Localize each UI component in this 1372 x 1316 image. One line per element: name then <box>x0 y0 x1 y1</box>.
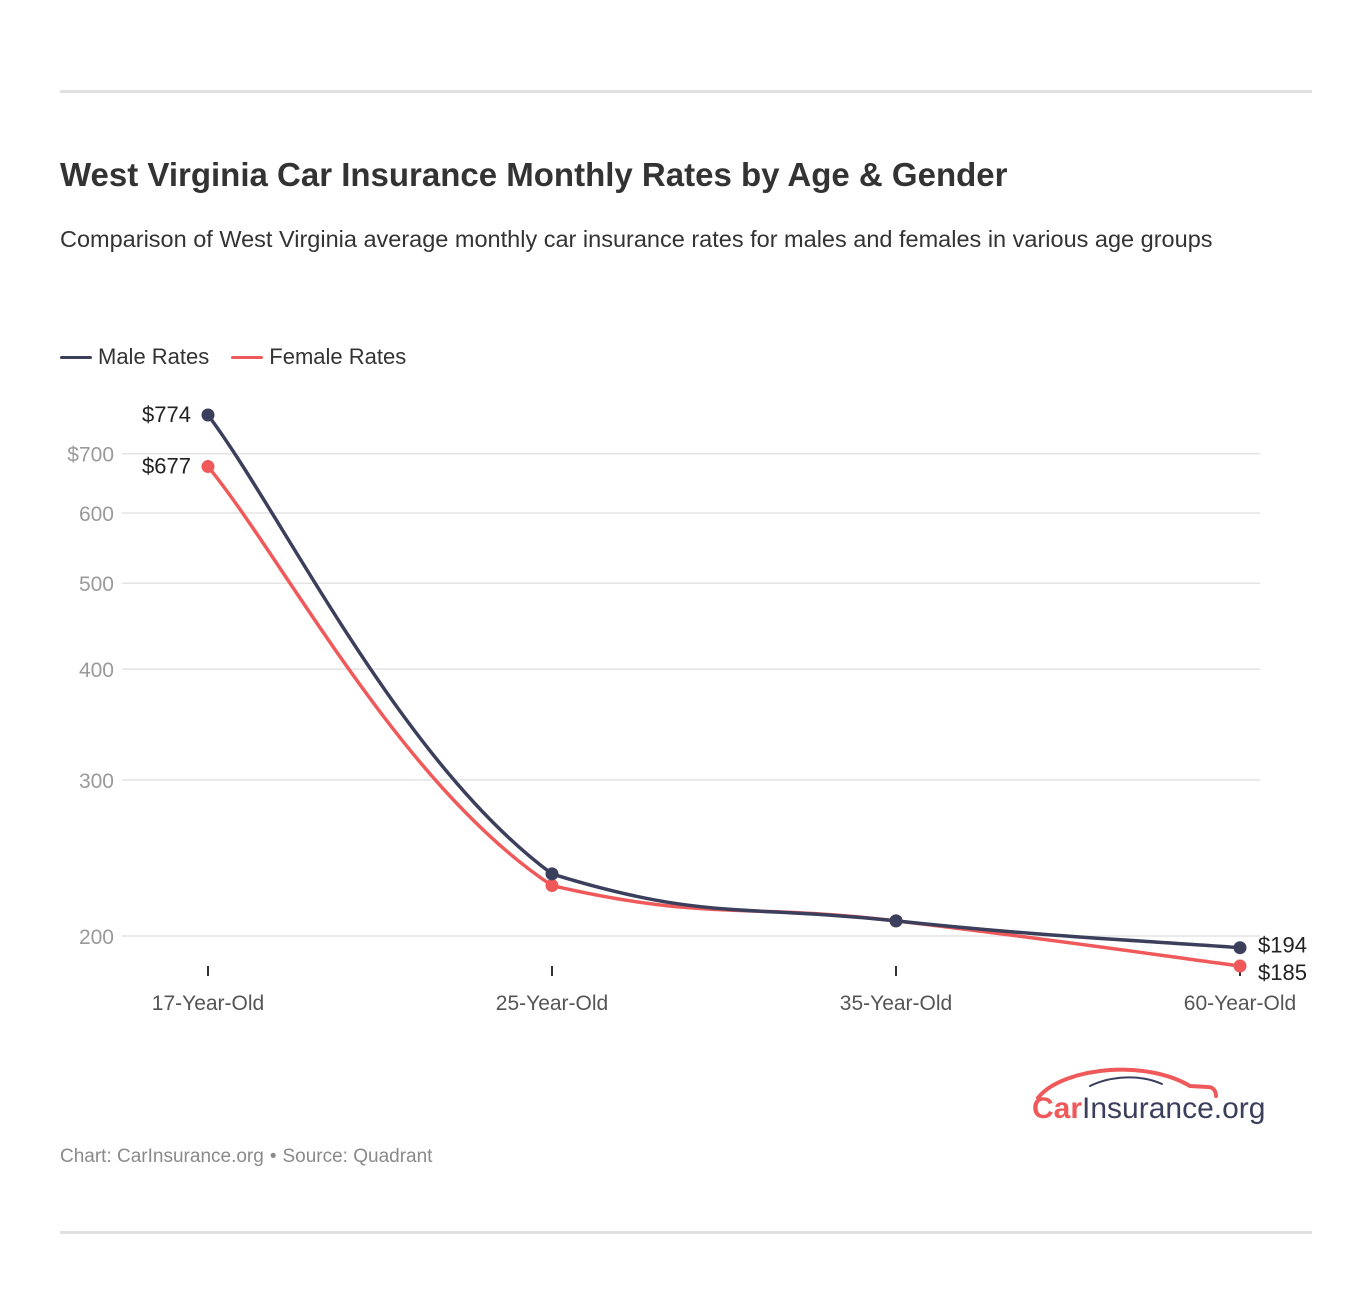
carinsurance-logo: CarInsurance.org <box>1032 1067 1265 1125</box>
data-point-female-1 <box>545 879 559 893</box>
footer-separator: • <box>269 1146 277 1167</box>
legend-item-female[interactable]: Female Rates <box>231 344 406 370</box>
data-point-female-0 <box>201 460 215 474</box>
line-chart: 200 300 400 500 600 $700 17-Year-Old 25-Year-Ol… <box>67 402 1307 1015</box>
x-tick-label-3: 60-Year-Old <box>1184 992 1296 1015</box>
y-tick-label-400: 400 <box>79 659 114 682</box>
legend: Male Rates Female Rates <box>60 344 428 370</box>
series-line-female <box>206 464 1242 968</box>
data-label-female-3: $185 <box>1258 960 1307 985</box>
x-tick-label-0: 17-Year-Old <box>152 992 264 1015</box>
data-point-female-3 <box>1233 959 1247 973</box>
car-roof-icon <box>1089 1076 1163 1087</box>
legend-label-female: Female Rates <box>269 344 407 369</box>
chart-title: West Virginia Car Insurance Monthly Rate… <box>60 156 1008 193</box>
data-label-male-0: $774 <box>142 402 191 427</box>
data-point-male-3 <box>1233 941 1247 955</box>
x-tick-label-2: 35-Year-Old <box>840 992 952 1015</box>
chart-footer: Chart: CarInsurance.org • Source: Quadrant <box>60 1146 432 1168</box>
bottom-divider <box>60 1231 1312 1234</box>
y-tick-label-600: 600 <box>79 503 114 526</box>
car-silhouette-icon <box>1036 1067 1218 1100</box>
legend-item-male[interactable]: Male Rates <box>60 344 209 370</box>
data-point-male-2 <box>889 914 903 928</box>
y-tick-label-300: 300 <box>79 770 114 793</box>
data-point-male-0 <box>201 408 215 422</box>
svg-text:CarInsurance.org: CarInsurance.org <box>1032 1092 1265 1125</box>
y-tick-label-500: 500 <box>79 573 114 596</box>
legend-label-male: Male Rates <box>98 344 210 369</box>
source-credit: Source: Quadrant <box>282 1146 433 1167</box>
data-label-female-0: $677 <box>142 454 191 479</box>
y-tick-label-700: $700 <box>67 444 114 467</box>
chart-credit: Chart: CarInsurance.org <box>60 1146 264 1167</box>
top-divider <box>60 90 1312 93</box>
data-label-male-3: $194 <box>1258 933 1307 958</box>
data-point-male-1 <box>545 867 559 881</box>
x-tick-label-1: 25-Year-Old <box>496 992 608 1015</box>
legend-swatch-male <box>60 355 92 359</box>
series-line-male <box>206 413 1242 950</box>
y-tick-label-200: 200 <box>79 926 114 949</box>
chart-subtitle: Comparison of West Virginia average mont… <box>60 226 1213 252</box>
legend-swatch-female <box>231 355 264 359</box>
logo-text-accent: Car <box>1032 1092 1082 1125</box>
logo-text-rest: Insurance.org <box>1082 1092 1265 1125</box>
